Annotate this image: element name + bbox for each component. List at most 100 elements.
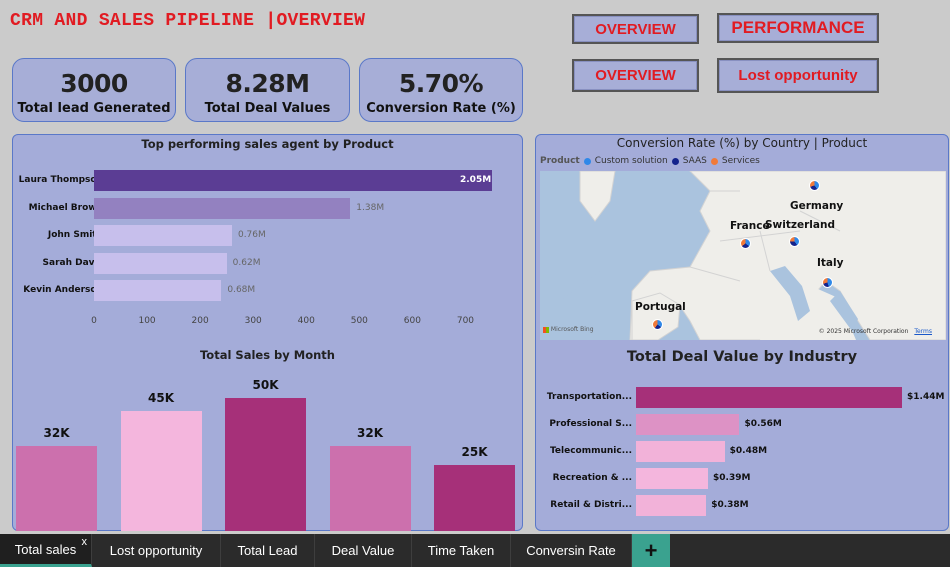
label-italy: Italy — [817, 257, 844, 269]
label-portugal: Portugal — [635, 301, 686, 313]
agent-name: Kevin Anderson — [23, 285, 103, 295]
agent-name: Sarah Davis — [42, 257, 103, 268]
tab-label: Deal Value — [331, 543, 395, 558]
agent-name: Laura Thompson — [18, 175, 103, 185]
pie-italy[interactable] — [822, 277, 833, 288]
country-map[interactable]: Germany France Switzerland Italy Portuga… — [540, 171, 946, 340]
tab-time-taken[interactable]: Time Taken — [412, 534, 511, 567]
industry-value-label: $0.48M — [729, 446, 768, 456]
legend-item-saas[interactable]: SAAS — [682, 156, 707, 166]
x-axis-tick: 600 — [403, 316, 421, 326]
industry-bar-chart[interactable]: Transportation... $1.44M Professional S...… — [536, 380, 950, 530]
lost-opportunity-button[interactable]: Lost opportunity — [717, 58, 879, 93]
agent-value-label: 2.05M — [460, 175, 492, 185]
terms-link[interactable]: Terms — [914, 328, 932, 335]
overview-button[interactable]: OVERVIEW — [572, 14, 699, 44]
kpi-label: Conversion Rate (%) — [366, 101, 516, 116]
agent-value-label: 0.76M — [237, 230, 266, 240]
tab-deal-value[interactable]: Deal Value — [315, 534, 412, 567]
legend-dot-saas — [671, 157, 679, 165]
month-bar[interactable] — [434, 464, 515, 531]
month-bar-chart[interactable]: 32K 45K 50K 32K 25K — [13, 375, 524, 531]
agents-bar-chart[interactable]: Laura Thompson 2.05M Michael Brown 1.38M Joh… — [13, 165, 524, 335]
industry-value-label: $0.56M — [744, 419, 782, 429]
month-value-label: 45K — [148, 391, 174, 406]
industry-name: Recreation & ... — [552, 473, 632, 483]
month-value-label: 32K — [43, 425, 70, 440]
month-value-label: 50K — [252, 378, 279, 392]
legend-title: Product — [540, 156, 580, 166]
tab-total-lead[interactable]: Total Lead — [221, 534, 315, 567]
pie-germany[interactable] — [809, 180, 820, 191]
map-attribution: © 2025 Microsoft Corporation Terms — [819, 328, 932, 335]
month-bar[interactable] — [120, 411, 202, 531]
map-legend: Product Custom solution SAAS Services — [540, 156, 760, 166]
month-value-label: 32K — [357, 425, 383, 440]
legend-item-custom[interactable]: Custom solution — [594, 156, 668, 166]
x-axis-tick: 500 — [350, 316, 368, 326]
map-land-svg — [540, 171, 946, 340]
add-page-button[interactable]: + — [632, 534, 670, 567]
agents-chart-title: Top performing sales agent by Product — [141, 137, 394, 151]
agent-value-label: 0.68M — [227, 285, 256, 295]
agent-value-label: 1.38M — [356, 202, 385, 213]
tab-label: Conversin Rate — [526, 543, 616, 558]
month-bar[interactable] — [225, 398, 306, 531]
industry-bar[interactable] — [636, 441, 725, 462]
industry-bar[interactable] — [636, 387, 902, 408]
bing-text: Microsoft Bing — [550, 326, 594, 333]
industry-name: Transportation... — [546, 392, 632, 402]
industry-bar[interactable] — [636, 495, 707, 516]
agent-bar[interactable] — [94, 252, 227, 274]
performance-button[interactable]: PERFORMANCE — [717, 13, 879, 43]
tab-lost-opportunity[interactable]: Lost opportunity — [92, 534, 221, 567]
right-chart-panel: Conversion Rate (%) by Country | Product… — [535, 134, 949, 531]
agent-value-label: 0.62M — [232, 257, 261, 268]
label-france: France — [730, 220, 770, 232]
pie-france[interactable] — [740, 238, 751, 249]
kpi-value: 8.28M — [225, 69, 310, 98]
industry-name: Professional S... — [549, 419, 632, 429]
close-icon[interactable]: x — [81, 536, 88, 548]
x-axis-tick: 300 — [244, 316, 262, 326]
month-bar[interactable] — [329, 445, 411, 531]
agent-name: Michael Brown — [28, 202, 103, 213]
map-title: Conversion Rate (%) by Country | Product — [616, 136, 868, 150]
kpi-total-leads: 3000 Total lead Generated — [12, 58, 176, 122]
page-tab-bar: Total sales x Lost opportunity Total Lea… — [0, 534, 950, 567]
pie-portugal[interactable] — [652, 319, 663, 330]
month-chart-title: Total Sales by Month — [199, 348, 335, 362]
x-axis-tick: 200 — [191, 316, 209, 326]
industry-value-label: $0.38M — [711, 500, 749, 510]
legend-item-services[interactable]: Services — [721, 156, 760, 166]
tab-label: Time Taken — [427, 543, 495, 558]
x-axis-tick: 700 — [456, 316, 475, 326]
month-value-label: 25K — [461, 444, 488, 459]
agent-bar[interactable] — [94, 225, 232, 246]
agent-bar[interactable] — [94, 170, 492, 191]
x-axis-tick: 400 — [297, 316, 315, 326]
industry-bar[interactable] — [636, 414, 740, 435]
bing-logo: Microsoft Bing — [543, 326, 594, 333]
tab-total-sales[interactable]: Total sales x — [0, 534, 92, 567]
tab-conversion-rate[interactable]: Conversin Rate — [511, 534, 632, 567]
agent-bar[interactable] — [94, 280, 222, 301]
x-axis-tick: 100 — [138, 316, 156, 326]
overview-button-2[interactable]: OVERVIEW — [572, 59, 699, 92]
industry-chart-title: Total Deal Value by Industry — [626, 349, 858, 365]
page-title: CRM AND SALES PIPELINE |OVERVIEW — [10, 11, 366, 31]
tab-label: Total Lead — [237, 543, 298, 558]
industry-name: Retail & Distri... — [550, 500, 632, 510]
kpi-conversion-rate: 5.70% Conversion Rate (%) — [359, 58, 523, 122]
industry-bar[interactable] — [636, 468, 709, 489]
agent-bar[interactable] — [94, 197, 351, 219]
month-bar[interactable] — [16, 445, 97, 531]
industry-name: Telecommunic... — [549, 446, 632, 456]
industry-value-label: $1.44M — [907, 392, 945, 402]
pie-switzerland[interactable] — [789, 236, 800, 247]
kpi-total-deal-values: 8.28M Total Deal Values — [185, 58, 350, 122]
kpi-value: 3000 — [60, 69, 128, 98]
kpi-label: Total Deal Values — [204, 101, 331, 116]
x-axis-tick: 0 — [91, 316, 97, 326]
label-switzerland: Switzerland — [765, 219, 835, 231]
